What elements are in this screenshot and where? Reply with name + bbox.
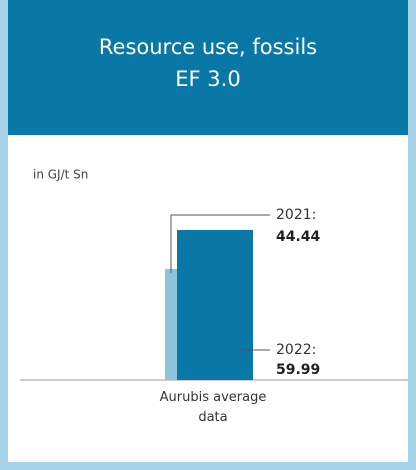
bar (177, 230, 253, 380)
x-tick-label: Aurubis average data (159, 390, 267, 425)
chart-subtitle: EF 3.0 (175, 67, 240, 91)
series-name: 2022: (276, 342, 316, 358)
header (8, 0, 408, 135)
chart-title: Resource use, fossils (99, 35, 317, 59)
bar (165, 268, 177, 380)
category-label-box: Aurubis average data (159, 390, 267, 425)
value-label: 59.99 (276, 362, 320, 378)
value-label: 44.44 (276, 229, 321, 245)
connector (170, 214, 270, 273)
series-name: 2021: (276, 207, 316, 223)
unit-label: in GJ/t Sn (33, 168, 88, 182)
